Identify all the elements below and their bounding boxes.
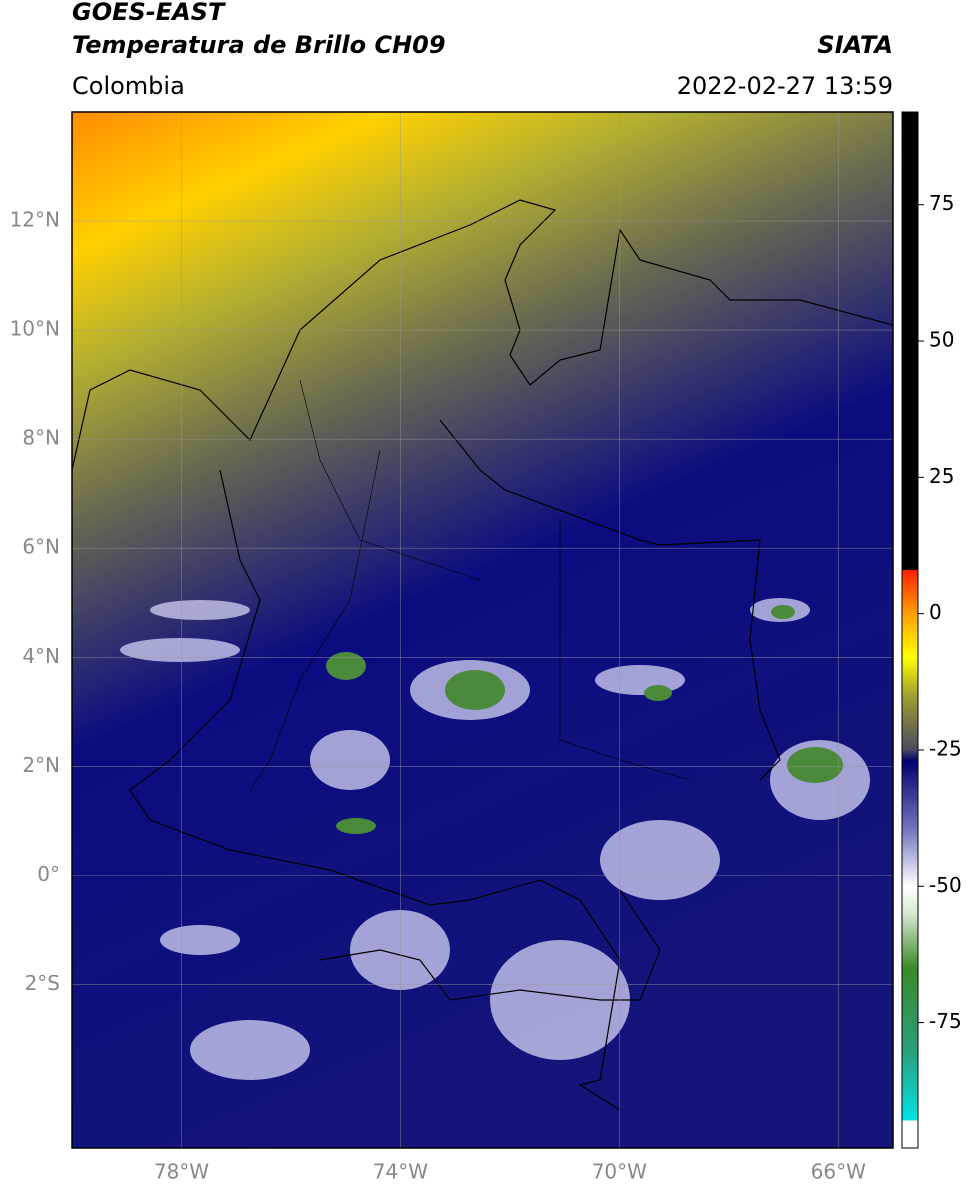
map-frame xyxy=(71,111,894,1149)
colorbar-tick-label: 25 xyxy=(929,464,954,488)
lat-tick-label: 6°N xyxy=(22,535,60,559)
borders xyxy=(72,199,893,1111)
lat-tick-label: 12°N xyxy=(10,208,60,232)
source: SIATA xyxy=(817,31,893,59)
lat-tick-label: 2°N xyxy=(22,753,60,777)
colorbar xyxy=(901,111,919,1149)
map-image xyxy=(72,112,893,1148)
datetime: 2022-02-27 13:59 xyxy=(677,72,893,100)
lat-tick-label: 2°S xyxy=(25,971,60,995)
lat-tick-label: 0° xyxy=(37,862,60,886)
lon-tick-label: 78°W xyxy=(154,1160,209,1184)
lon-tick-label: 70°W xyxy=(592,1160,647,1184)
lat-tick-label: 10°N xyxy=(10,317,60,341)
lat-tick-label: 4°N xyxy=(22,644,60,668)
region: Colombia xyxy=(72,72,185,100)
title: GOES-EAST xyxy=(72,0,226,26)
colorbar-tick-label: -25 xyxy=(929,736,962,760)
lon-tick-label: 66°W xyxy=(811,1160,866,1184)
lon-tick-label: 74°W xyxy=(373,1160,428,1184)
colorbar-tick-label: 75 xyxy=(929,191,954,215)
subtitle: Temperatura de Brillo CH09 xyxy=(72,31,446,59)
colorbar-tick-label: 50 xyxy=(929,328,954,352)
colorbar-tick-label: -50 xyxy=(929,873,962,897)
colorbar-tick-label: 0 xyxy=(929,600,942,624)
lat-tick-label: 8°N xyxy=(22,426,60,450)
colorbar-tick-label: -75 xyxy=(929,1009,962,1033)
